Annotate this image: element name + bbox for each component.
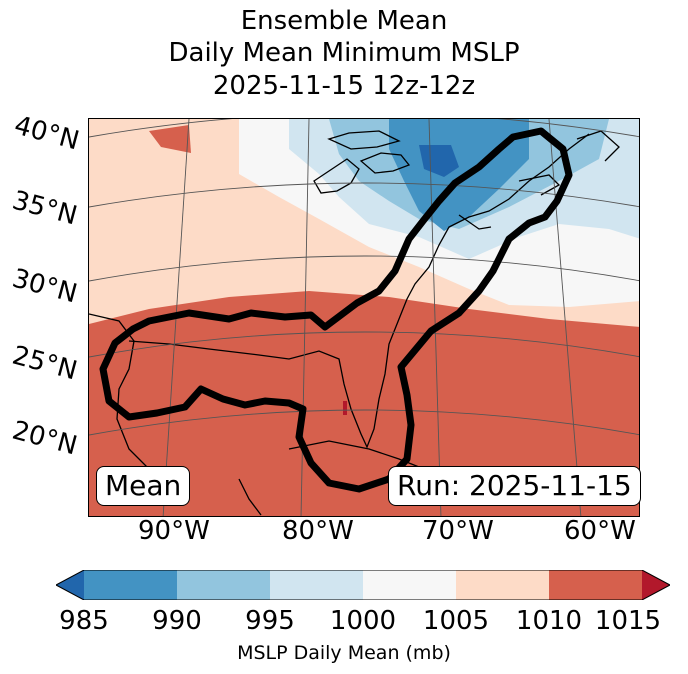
lon-label-90w: 90°W: [138, 516, 210, 546]
title-line-3: 2025-11-15 12z-12z: [212, 71, 476, 101]
lon-label-60w: 60°W: [564, 516, 636, 546]
colorbar-segment-1010-1015: [549, 570, 642, 600]
colorbar-tick-1005: 1005: [422, 606, 490, 636]
colorbar-segment-1000-1005: [363, 570, 456, 600]
colorbar-extend-above: [642, 570, 670, 600]
title-line-1: Ensemble Mean: [240, 6, 448, 36]
band-1010-1015-north: [149, 125, 191, 153]
lat-label-25: 25°N: [9, 340, 81, 387]
colorbar-segment-985-990: [84, 570, 177, 600]
lat-label-35: 35°N: [9, 185, 81, 232]
colorbar-tick-990: 990: [152, 606, 202, 636]
band-below-985: [419, 145, 459, 177]
colorbar-segment-990-995: [177, 570, 270, 600]
band-1010-1015: [89, 291, 639, 516]
colorbar-tick-985: 985: [59, 606, 109, 636]
colorbar-segment-995-1000: [270, 570, 363, 600]
graticule: [89, 119, 639, 516]
colorbar-extend-below: [56, 570, 84, 600]
map-panel: [88, 118, 640, 517]
lat-label-30: 30°N: [9, 263, 81, 310]
colorbar: [56, 570, 670, 600]
mean-label-box: Mean: [96, 466, 191, 506]
lat-label-20: 20°N: [9, 415, 81, 462]
mean-contour: [99, 127, 573, 493]
colorbar-label: MSLP Daily Mean (mb): [237, 642, 451, 664]
lon-label-80w: 80°W: [282, 516, 354, 546]
colorbar-tick-1000: 1000: [329, 606, 397, 636]
colorbar-tick-1010: 1010: [515, 606, 583, 636]
map-canvas: [89, 119, 639, 516]
colorbar-tick-1015: 1015: [594, 606, 662, 636]
run-label-box: Run: 2025-11-15: [388, 466, 641, 506]
colorbar-segment-1005-1010: [456, 570, 549, 600]
colorbar-tick-995: 995: [245, 606, 295, 636]
title-line-2: Daily Mean Minimum MSLP: [168, 38, 520, 68]
lon-label-70w: 70°W: [422, 516, 494, 546]
lat-label-40: 40°N: [11, 110, 83, 157]
band-above-1015: [343, 401, 347, 415]
pressure-fill: [89, 119, 639, 516]
